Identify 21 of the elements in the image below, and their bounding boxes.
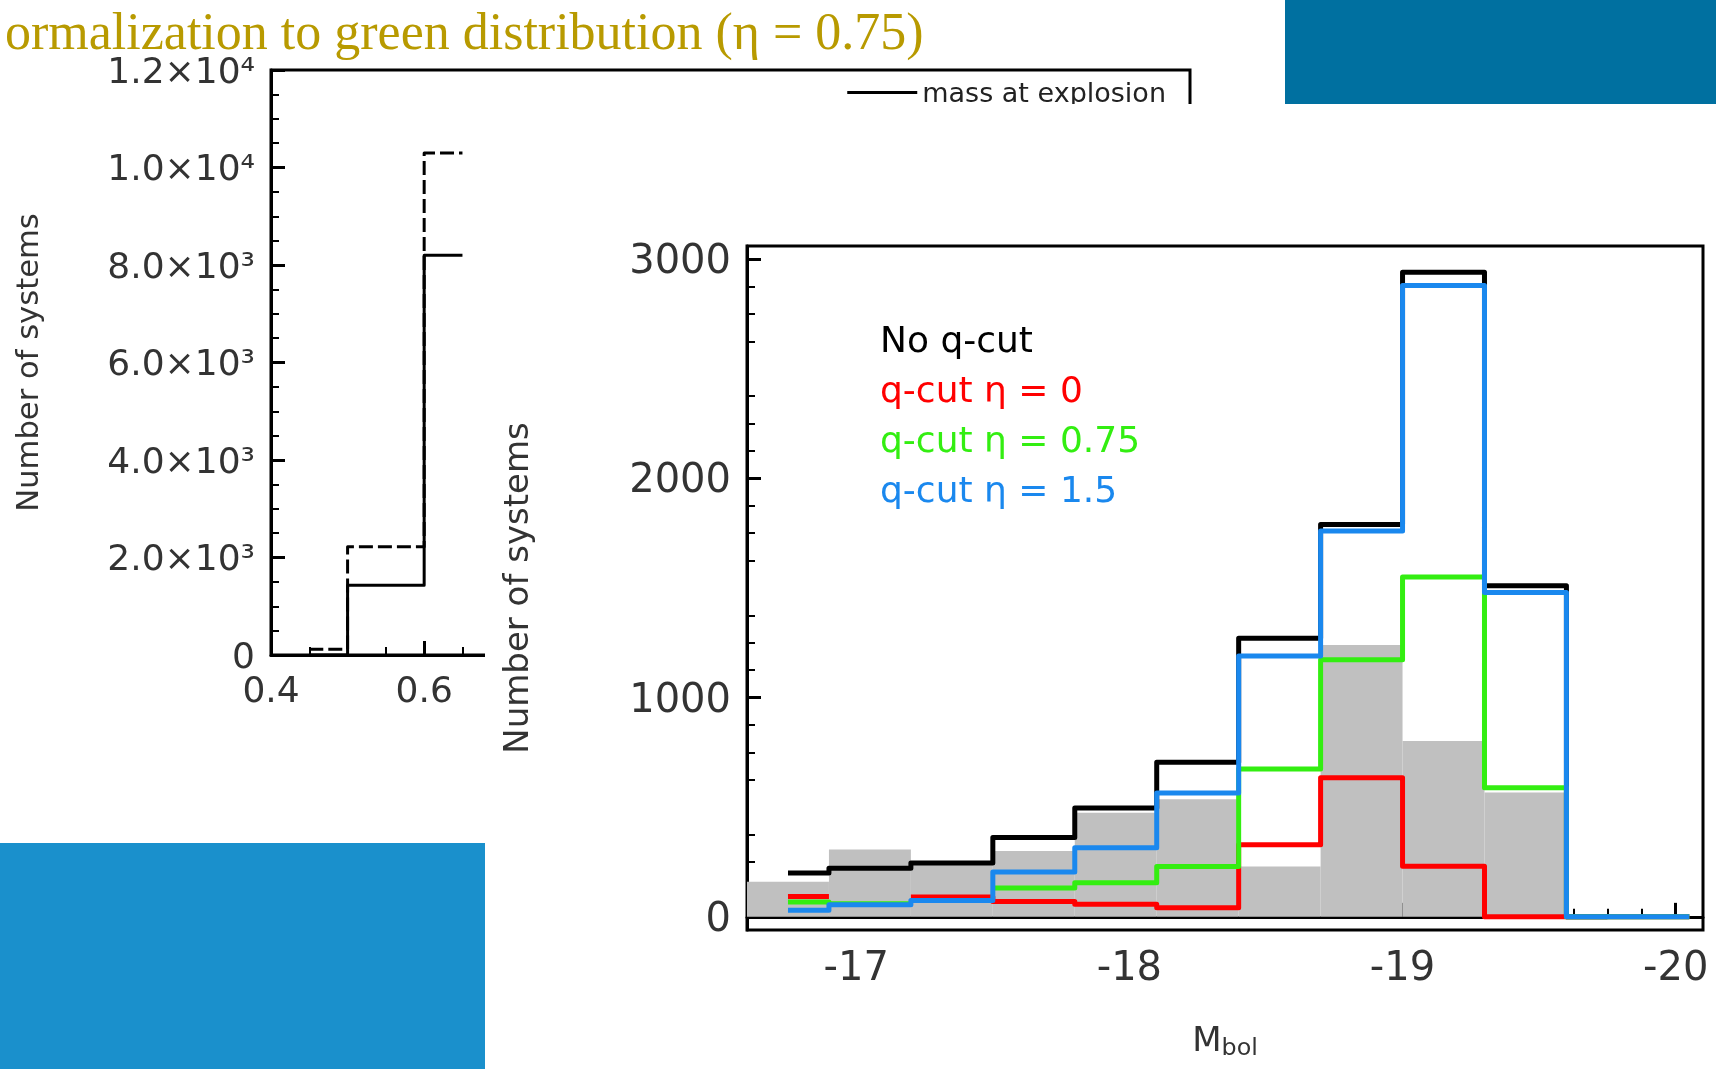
y-tick-label: 4.0×10³ bbox=[107, 439, 255, 481]
y-tick-label: 8.0×10³ bbox=[107, 244, 255, 286]
text: q-cut η = 1.5 bbox=[880, 468, 1118, 510]
text: q-cut η = 0 bbox=[880, 368, 1083, 410]
y-axis-title: Number of systems bbox=[10, 213, 46, 512]
y-axis-title: Number of systems bbox=[496, 422, 536, 754]
y-tick-label: 0 bbox=[705, 893, 731, 940]
x-tick-label: 0.6 bbox=[395, 668, 453, 710]
y-tick-label: 2000 bbox=[629, 455, 731, 502]
x-tick-label: -18 bbox=[1096, 943, 1163, 989]
y-tick-label: 1000 bbox=[629, 674, 731, 721]
text: No q-cut bbox=[880, 318, 1033, 360]
y-tick-label: 3000 bbox=[629, 236, 731, 283]
y-tick-label: 2.0×10³ bbox=[107, 537, 255, 578]
y-tick-label: 6.0×10³ bbox=[107, 342, 255, 383]
x-tick-label: -17 bbox=[823, 943, 889, 989]
x-tick-label: -20 bbox=[1643, 943, 1709, 989]
y-tick-label: 1.0×10⁴ bbox=[107, 147, 255, 188]
legend-label: mass at explosion bbox=[922, 77, 1167, 108]
text: q-cut η = 0.75 bbox=[880, 418, 1141, 460]
x-tick-label: -19 bbox=[1369, 943, 1436, 989]
